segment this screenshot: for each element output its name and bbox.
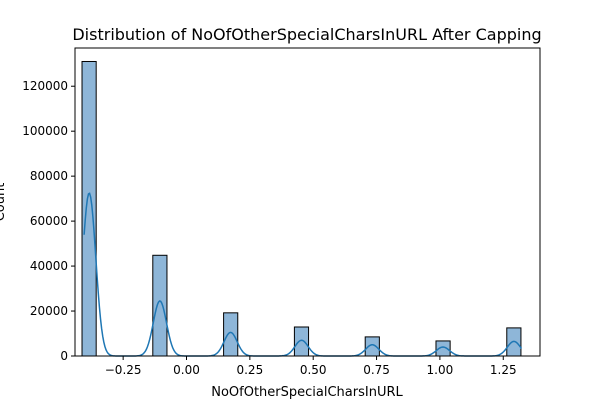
x-tick-label: 0.00 (173, 363, 200, 377)
histogram-bar-2 (152, 254, 168, 357)
y-tick-label: 100000 (22, 124, 68, 138)
bars-layer (81, 60, 522, 357)
x-axis-ticks: −0.25 0.00 0.25 0.50 0.75 1.00 1.25 (105, 356, 517, 377)
x-tick-label: 0.25 (236, 363, 263, 377)
chart-title: Distribution of NoOfOtherSpecialCharsInU… (72, 25, 541, 44)
kde-layer (83, 192, 523, 357)
y-axis-ticks: 0 20000 40000 60000 80000 100000 120000 (22, 79, 75, 363)
y-tick-label: 20000 (30, 304, 68, 318)
histogram-bar-4 (293, 326, 310, 357)
y-axis-label: Count (0, 183, 8, 222)
plot-frame (74, 47, 541, 357)
x-tick-label: −0.25 (105, 363, 142, 377)
x-axis-label: NoOfOtherSpecialCharsInURL (211, 385, 403, 400)
histogram-bar-5 (364, 336, 380, 357)
y-tick-label: 0 (60, 349, 68, 363)
y-tick-label: 40000 (30, 259, 68, 273)
x-tick-label: 1.00 (427, 363, 454, 377)
y-tick-label: 60000 (30, 214, 68, 228)
y-tick-label: 80000 (30, 169, 68, 183)
x-tick-label: 0.75 (363, 363, 390, 377)
x-tick-label: 0.50 (300, 363, 327, 377)
y-tick-label: 120000 (22, 79, 68, 93)
histogram-bar-3 (223, 312, 239, 357)
histogram-bar-1 (81, 60, 97, 357)
kde-curve (83, 192, 523, 357)
x-tick-label: 1.25 (490, 363, 517, 377)
